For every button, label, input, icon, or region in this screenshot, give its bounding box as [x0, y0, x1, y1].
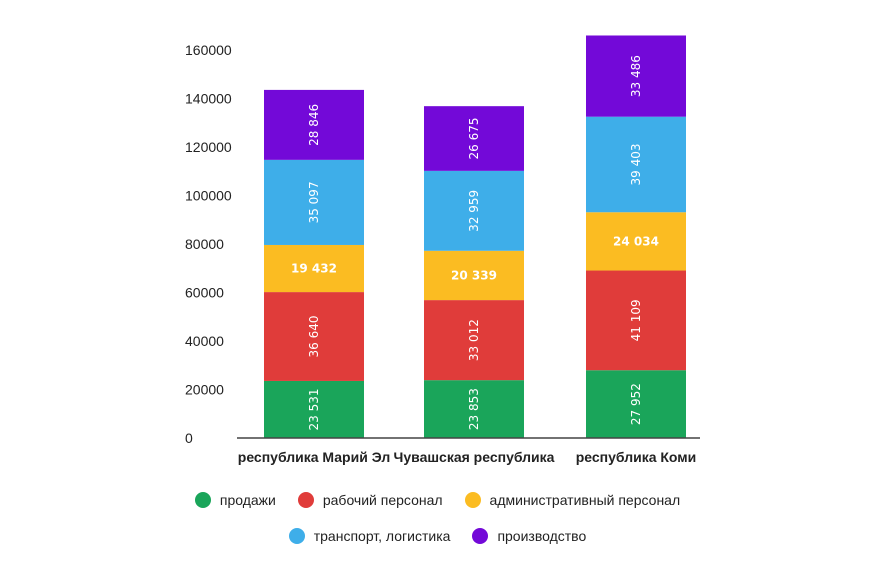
- y-tick-label: 140000: [185, 91, 232, 107]
- x-category-label: республика Марий Эл: [238, 449, 390, 465]
- bar-segment: [586, 212, 686, 271]
- legend-label-transport: транспорт, логистика: [313, 528, 451, 544]
- stacked-bar-chart: 0 20000 40000 60000 80000 100000 120000 140000 1…: [185, 35, 700, 465]
- x-category-label: Чувашская республика: [394, 449, 555, 465]
- data-label: 19 432: [291, 262, 337, 276]
- data-label: 20 339: [451, 268, 497, 282]
- bar-segment: [264, 244, 364, 293]
- data-label: 23 531: [307, 388, 321, 430]
- bar-segment: [264, 159, 364, 245]
- legend-item-production: производство: [472, 528, 586, 544]
- legend-item-workers: рабочий персонал: [297, 492, 443, 508]
- bar-segment: [586, 270, 686, 371]
- legend-item-transport: транспорт, логистика: [288, 528, 451, 544]
- legend-row-1: продажи рабочий персонал административны…: [0, 492, 875, 508]
- y-tick-label: 80000: [185, 236, 224, 252]
- data-label: 33 486: [629, 55, 643, 97]
- y-tick-label: 160000: [185, 42, 232, 58]
- data-label: 28 846: [307, 104, 321, 146]
- bar-segment: [424, 300, 524, 381]
- data-label: 24 034: [613, 234, 659, 248]
- legend-swatch-admin: [464, 492, 481, 508]
- legend-label-production: производство: [497, 528, 587, 544]
- x-category-label: республика Коми: [576, 449, 697, 465]
- data-label: 33 012: [467, 319, 481, 361]
- bar-segment: [264, 380, 364, 438]
- legend-swatch-workers: [297, 492, 314, 508]
- data-label: 26 675: [467, 118, 481, 160]
- y-tick-label: 60000: [185, 285, 224, 301]
- legend-item-sales: продажи: [194, 492, 276, 508]
- data-label: 32 959: [467, 190, 481, 232]
- legend-swatch-production: [472, 528, 489, 544]
- data-label: 23 853: [467, 388, 481, 430]
- bar-segment: [586, 35, 686, 117]
- bar-segment: [424, 170, 524, 251]
- data-label: 39 403: [629, 143, 643, 185]
- legend-label-admin: административный персонал: [489, 492, 681, 508]
- legend-row-2: транспорт, логистика производство: [0, 528, 875, 544]
- bar-segment: [424, 380, 524, 438]
- data-label: 35 097: [307, 181, 321, 223]
- legend-item-admin: административный персонал: [464, 492, 681, 508]
- legend-label-workers: рабочий персонал: [322, 492, 443, 508]
- y-tick-label: 0: [185, 430, 193, 446]
- bar-segment: [586, 116, 686, 213]
- data-label: 27 952: [629, 383, 643, 425]
- data-label: 41 109: [629, 299, 643, 341]
- bar-segment: [424, 250, 524, 301]
- bar-segment: [424, 106, 524, 171]
- data-label: 36 640: [307, 316, 321, 358]
- bar-segment: [586, 370, 686, 438]
- legend-swatch-sales: [194, 492, 211, 508]
- bar-segment: [264, 89, 364, 160]
- bar-segment: [264, 292, 364, 381]
- legend-label-sales: продажи: [219, 492, 276, 508]
- y-tick-label: 40000: [185, 333, 224, 349]
- y-tick-label: 20000: [185, 382, 224, 398]
- y-tick-label: 100000: [185, 188, 232, 204]
- legend-swatch-transport: [288, 528, 305, 544]
- y-tick-label: 120000: [185, 139, 232, 155]
